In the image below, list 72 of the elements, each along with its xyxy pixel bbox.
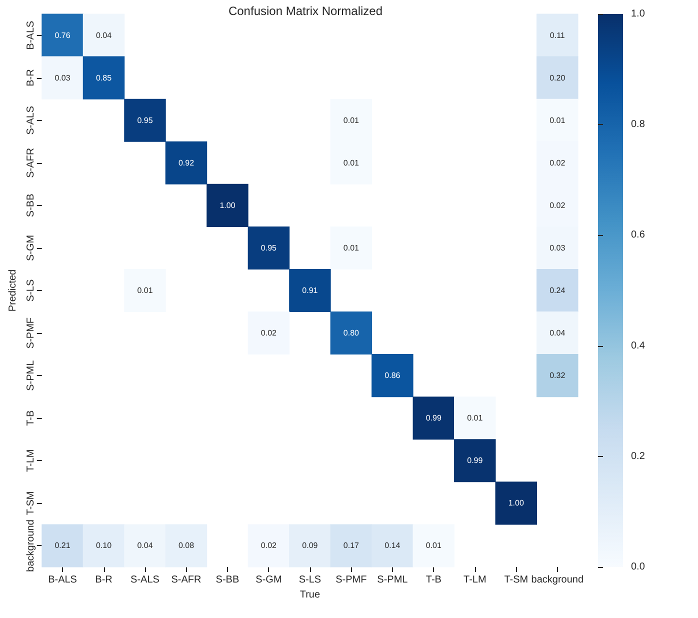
x-tick-label: S-LS: [298, 574, 322, 586]
data-label: 0.01: [343, 243, 360, 252]
data-label: 0.95: [260, 243, 278, 252]
x-tick-label: background: [531, 574, 584, 586]
data-label: 0.02: [260, 328, 278, 338]
y-tick-label: T-SM: [25, 491, 36, 516]
color-bar-label: 1.0: [631, 8, 646, 20]
data-label: 0.10: [96, 541, 112, 550]
data-label: 0.14: [384, 541, 401, 550]
x-axis-title: True: [300, 589, 320, 600]
chart-title: Confusion Matrix Normalized: [228, 4, 383, 18]
x-tick-label: B-ALS: [48, 574, 78, 586]
data-label: 0.02: [550, 200, 566, 210]
data-label: 0.20: [550, 73, 566, 82]
x-tick-label: T-B: [426, 574, 442, 586]
data-label: 0.01: [426, 541, 442, 550]
data-label: 0.03: [54, 73, 71, 82]
x-tick-label: T-LM: [464, 574, 486, 586]
data-label: 0.01: [467, 414, 484, 423]
data-label: 0.04: [550, 328, 566, 338]
data-label: 0.76: [54, 30, 71, 40]
y-tick-label: S-PML: [25, 360, 36, 391]
y-tick-label: S-GM: [25, 234, 36, 262]
color-bar-label: 0.4: [631, 340, 646, 352]
data-label: 0.92: [178, 158, 195, 168]
data-label: 0.99: [467, 456, 484, 466]
x-tick-label: S-PML: [377, 574, 408, 586]
data-label: 0.80: [343, 328, 360, 338]
y-tick-label: B-R: [25, 69, 36, 86]
data-label: 0.02: [550, 158, 566, 168]
y-tick-label: T-LM: [25, 449, 36, 472]
x-tick-label: S-BB: [216, 574, 240, 586]
data-label: 1.00: [508, 498, 524, 508]
data-label: 0.02: [260, 541, 278, 550]
y-tick-label: S-ALS: [25, 106, 36, 135]
data-label: 0.01: [343, 116, 360, 125]
data-label: 0.08: [178, 541, 195, 550]
data-label: 0.04: [96, 30, 112, 40]
data-label: 0.09: [302, 541, 318, 550]
x-tick-label: T-SM: [504, 574, 528, 586]
x-tick-label: S-AFR: [171, 574, 202, 586]
y-tick-label: S-BB: [25, 193, 36, 218]
color-bar-label: 0.8: [631, 119, 646, 130]
data-label: 0.32: [550, 371, 566, 380]
data-label: 0.17: [343, 541, 360, 550]
data-label: 0.86: [384, 371, 401, 380]
x-tick-label: S-ALS: [130, 574, 160, 586]
color-bar-label: 0.2: [631, 450, 646, 462]
data-label: 0.01: [343, 158, 360, 168]
data-label: 0.91: [302, 286, 318, 295]
y-axis-title: Predicted: [8, 269, 18, 312]
data-label: 0.01: [550, 116, 566, 125]
data-label: 0.04: [137, 541, 154, 550]
data-label: 0.21: [54, 541, 71, 550]
x-tick-label: S-PMF: [336, 574, 367, 586]
data-label: 0.11: [550, 30, 566, 40]
y-tick-label: B-ALS: [25, 20, 36, 50]
data-label: 0.99: [426, 414, 442, 423]
y-tick-label: S-PMF: [25, 317, 36, 349]
color-bar-label: 0.0: [631, 562, 646, 572]
data-label: 0.03: [550, 243, 566, 252]
color-bar-label: 0.6: [631, 230, 646, 241]
x-tick-label: B-R: [95, 574, 112, 586]
y-tick-label: S-LS: [25, 279, 36, 302]
data-label: 0.24: [550, 286, 566, 295]
y-tick-label: S-AFR: [25, 148, 36, 178]
data-label: 0.85: [96, 73, 112, 82]
data-label: 0.01: [137, 286, 154, 295]
x-tick-label: S-GM: [256, 574, 282, 586]
data-label: 0.95: [137, 116, 154, 125]
data-label: 1.00: [220, 200, 236, 210]
y-tick-label: T-B: [25, 410, 36, 426]
